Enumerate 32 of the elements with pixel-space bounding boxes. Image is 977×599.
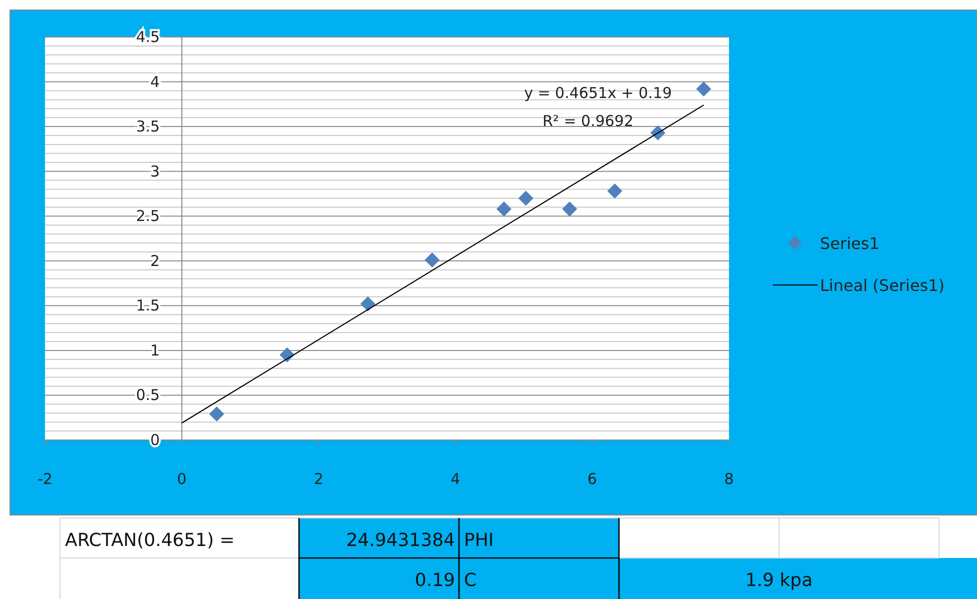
text: 0.19	[414, 570, 455, 591]
x-tick-label: 4	[450, 470, 460, 488]
y-tick-label: 2	[150, 252, 160, 270]
y-tick-label: 3.5	[136, 118, 160, 136]
point	[424, 252, 440, 268]
text: ARCTAN(0.4651) =	[65, 530, 235, 551]
point	[562, 201, 578, 216]
text: PHI	[464, 530, 494, 551]
point	[696, 81, 712, 96]
x-tick-label: 8	[724, 470, 734, 488]
text: 24.9431384	[346, 530, 455, 551]
point	[518, 190, 534, 206]
point	[209, 406, 224, 422]
x-tick-label: 6	[587, 470, 597, 488]
point	[607, 184, 622, 199]
x-tick-label: -2	[38, 470, 52, 488]
y-tick-label: 1	[150, 341, 160, 360]
x-tick-label: 2	[314, 470, 324, 488]
y-tick-label: 4	[150, 72, 160, 91]
y-tick-label: 0.5	[136, 386, 160, 404]
annotation: R² = 0.9692	[542, 112, 634, 130]
annotation: y = 0.4651x + 0.19	[524, 84, 672, 102]
y-tick-label: 2.5	[136, 207, 160, 226]
legend-label: Lineal (Series1)	[820, 276, 945, 295]
text: 1.9 kpa	[745, 570, 813, 591]
point	[360, 296, 376, 312]
x-tick-label: 0	[177, 470, 187, 488]
point	[496, 201, 512, 216]
text: C	[464, 570, 477, 591]
y-tick-label: 1.5	[136, 296, 160, 315]
legend-label: Series1	[820, 234, 880, 253]
y-tick-label: 3	[150, 162, 160, 180]
